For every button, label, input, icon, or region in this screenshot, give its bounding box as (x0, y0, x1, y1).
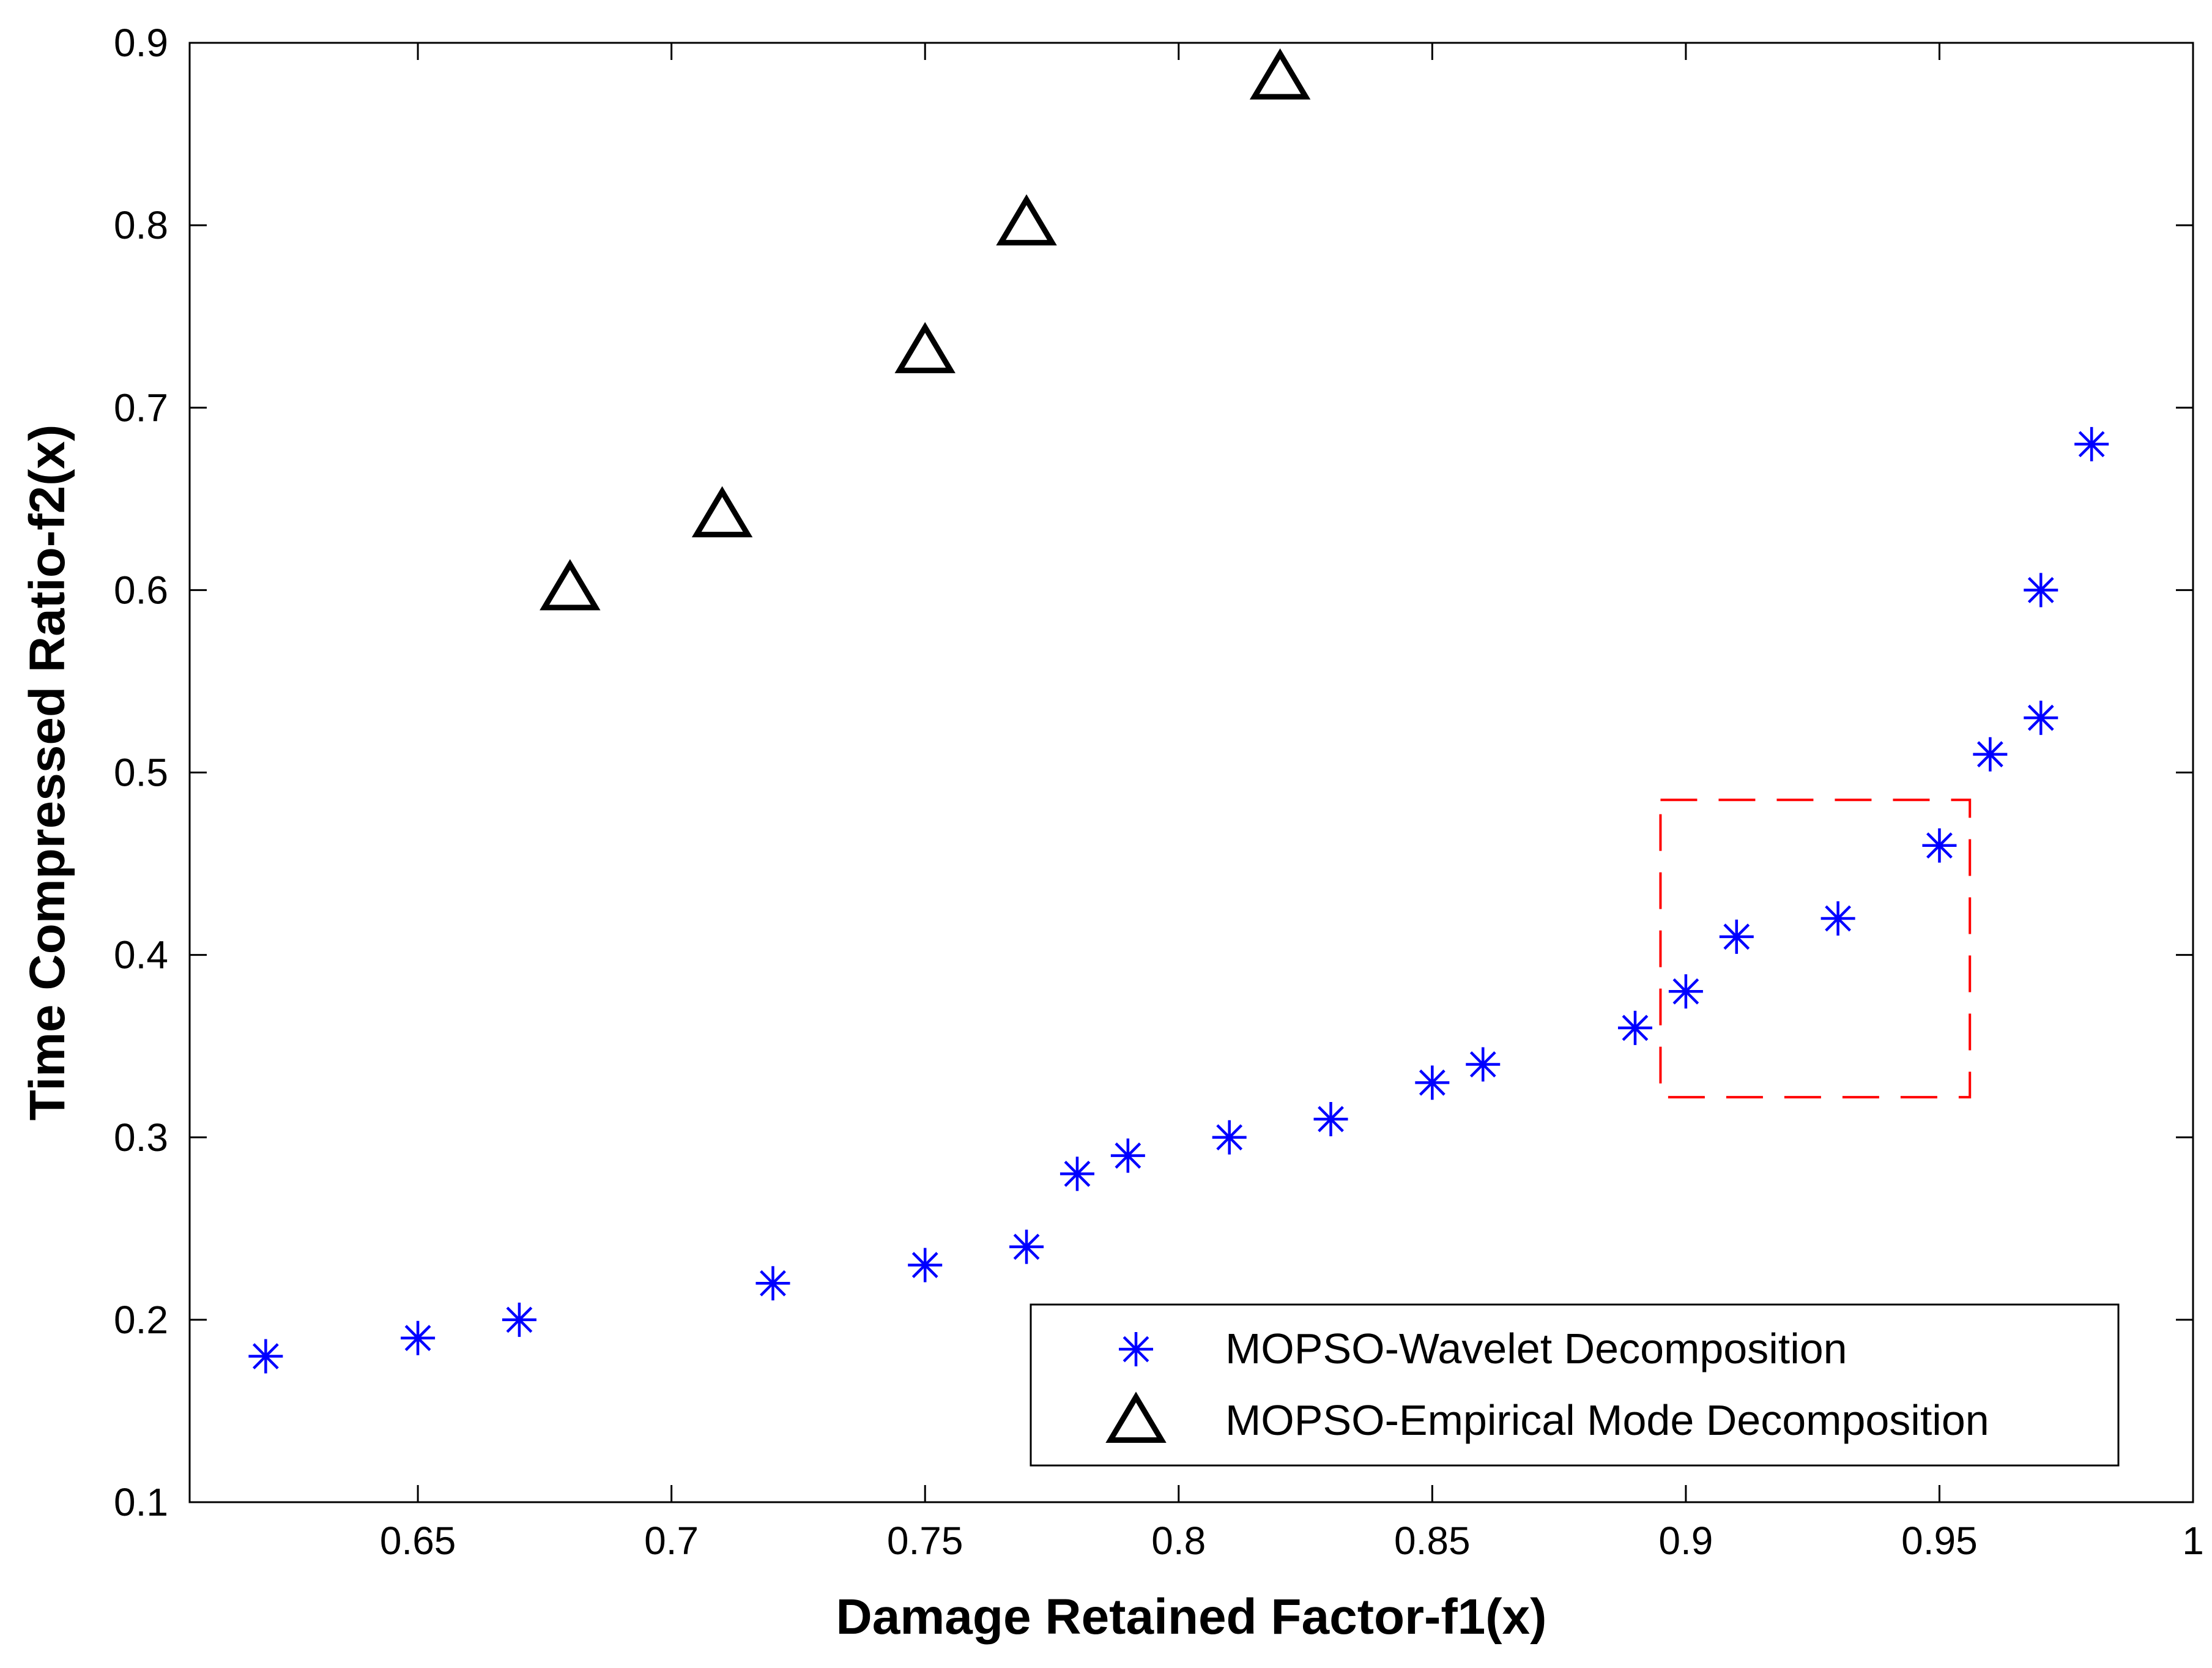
x-tick-label: 1 (2182, 1519, 2204, 1563)
legend-marker-wavelet-asterisk-icon (1119, 1332, 1153, 1366)
data-point-wavelet (755, 1266, 790, 1301)
y-tick-label: 0.2 (114, 1298, 168, 1342)
y-tick-label: 0.8 (114, 203, 168, 247)
data-point-wavelet (1415, 1065, 1450, 1100)
x-tick-label: 0.8 (1151, 1519, 1206, 1563)
data-point-wavelet (502, 1302, 536, 1337)
data-point-wavelet (1060, 1156, 1094, 1191)
legend: MOPSO-Wavelet Decomposition MOPSO-Empiri… (1030, 1303, 2120, 1467)
legend-box (1030, 1303, 2120, 1467)
legend-marker-emd-triangle-icon (1105, 1391, 1167, 1443)
x-tick-label: 0.7 (644, 1519, 699, 1563)
data-point-wavelet (1973, 737, 2008, 772)
legend-label-wavelet: MOPSO-Wavelet Decomposition (1225, 1325, 1847, 1372)
legend-label-emd: MOPSO-Empirical Mode Decomposition (1225, 1396, 1989, 1444)
x-tick-label: 0.75 (887, 1519, 963, 1563)
axis-ticks: 0.65 0.7 0.75 0.8 0.85 0.9 0.95 1 0.1 0.2 0.3 0.4 0.… (114, 21, 2204, 1563)
y-tick-label: 0.5 (114, 751, 168, 795)
y-tick-label: 0.6 (114, 568, 168, 612)
data-points (248, 48, 2109, 1374)
data-point-wavelet (908, 1248, 943, 1283)
data-point-wavelet (2024, 573, 2058, 608)
y-tick-label: 0.7 (114, 385, 168, 430)
data-point-emd (894, 322, 956, 373)
data-point-emd (540, 559, 601, 611)
data-point-emd (996, 194, 1057, 246)
data-point-wavelet (401, 1320, 436, 1355)
data-point-wavelet (1009, 1229, 1044, 1264)
y-tick-label: 0.9 (114, 21, 168, 65)
y-tick-label: 0.3 (114, 1115, 168, 1160)
data-point-wavelet (1668, 974, 1703, 1009)
highlight-dashed-rectangle (1659, 799, 1972, 1099)
y-axis-title: Time Compressed Ratio-f2(x) (20, 425, 75, 1121)
data-point-wavelet (1110, 1138, 1145, 1173)
x-tick-label: 0.95 (1901, 1519, 1978, 1563)
data-point-wavelet (1466, 1047, 1501, 1082)
x-tick-label: 0.85 (1394, 1519, 1471, 1563)
data-point-wavelet (2024, 701, 2058, 735)
legend-asterisk-glyph (1119, 1332, 1153, 1366)
data-point-wavelet (1617, 1010, 1652, 1045)
data-point-wavelet (2074, 426, 2109, 461)
data-point-wavelet (1313, 1101, 1348, 1136)
data-point-wavelet (248, 1339, 283, 1374)
x-tick-label: 0.9 (1658, 1519, 1713, 1563)
y-tick-label: 0.1 (114, 1480, 168, 1524)
annotation-layer (1659, 799, 1972, 1099)
data-point-wavelet (1212, 1120, 1247, 1155)
legend-triangle-glyph (1105, 1391, 1167, 1443)
x-tick-label: 0.65 (380, 1519, 456, 1563)
data-point-emd (691, 486, 753, 538)
data-point-wavelet (1719, 919, 1754, 954)
x-axis-title: Damage Retained Factor-f1(x) (836, 1589, 1547, 1645)
data-point-wavelet (1922, 828, 1957, 863)
data-point-emd (1249, 48, 1311, 100)
y-tick-label: 0.4 (114, 933, 168, 977)
data-point-wavelet (1820, 901, 1855, 936)
